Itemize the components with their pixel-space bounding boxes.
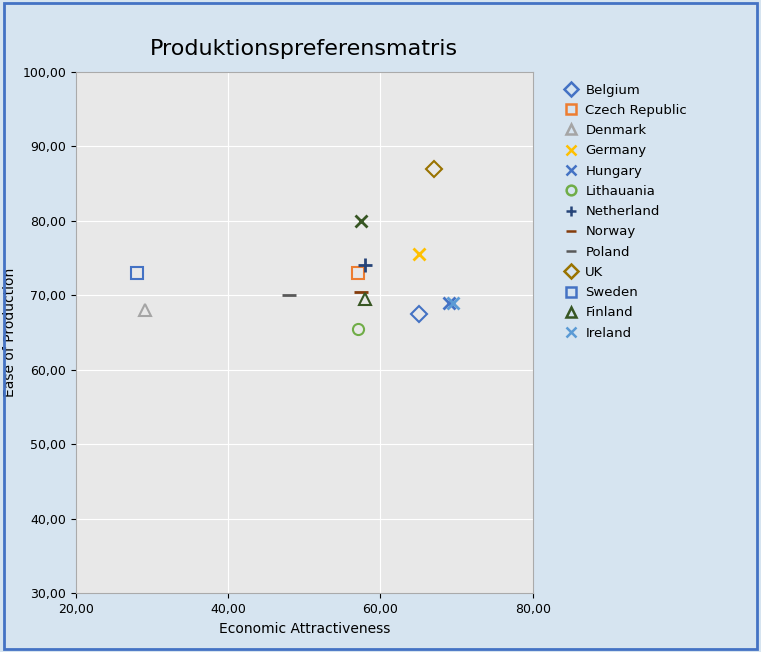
Title: Produktionspreferensmatris: Produktionspreferensmatris [151, 39, 458, 59]
Y-axis label: Ease of Production: Ease of Production [3, 268, 17, 397]
X-axis label: Economic Attractiveness: Economic Attractiveness [218, 621, 390, 636]
Legend: Belgium, Czech Republic, Denmark, Germany, Hungary, Lithauania, Netherland, Norw: Belgium, Czech Republic, Denmark, German… [558, 78, 693, 345]
